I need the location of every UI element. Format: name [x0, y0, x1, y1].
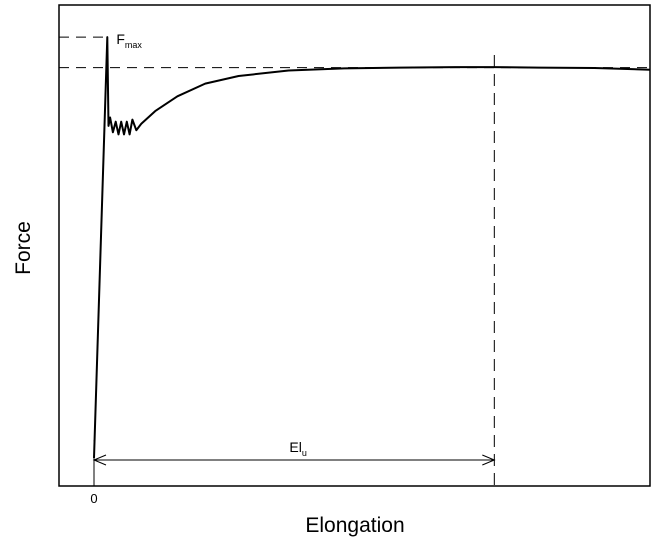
y-axis-label: Force	[12, 221, 35, 275]
elu-arrow-head-right	[482, 454, 496, 466]
x-axis-label: Elongation	[305, 514, 404, 537]
force-elongation-curve	[93, 36, 651, 459]
plot-frame	[58, 4, 651, 487]
elu-label: Elu	[289, 439, 306, 458]
fmax-label: Fmax	[116, 31, 142, 50]
x-tick-label-0: 0	[90, 491, 97, 506]
